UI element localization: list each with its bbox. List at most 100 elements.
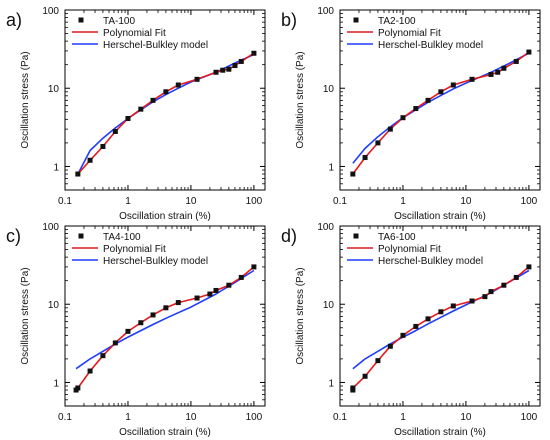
- data-point: [413, 323, 419, 329]
- legend-marker-data: [353, 233, 359, 239]
- data-point: [362, 373, 368, 379]
- data-point: [75, 385, 81, 391]
- x-tick-label: 0.1: [58, 412, 72, 423]
- polynomial-fit-line: [352, 266, 530, 390]
- data-point: [226, 66, 232, 72]
- data-point: [125, 116, 131, 122]
- data-point: [375, 358, 381, 364]
- data-point: [251, 50, 257, 56]
- x-tick-label: 100: [521, 196, 538, 207]
- y-axis-label: Oscillation stress (Pa): [295, 51, 306, 148]
- x-axis-label: Oscillation strain (%): [119, 427, 211, 438]
- data-point: [138, 106, 144, 112]
- data-point: [138, 320, 144, 326]
- data-point: [163, 89, 169, 95]
- data-point: [112, 340, 118, 346]
- herschel-bulkley-line: [77, 53, 255, 175]
- data-point: [100, 353, 106, 359]
- data-point: [425, 316, 431, 322]
- x-tick-label: 1: [125, 412, 131, 423]
- data-point: [425, 97, 431, 103]
- y-tick-label: 100: [42, 6, 59, 17]
- x-axis-label: Oscillation strain (%): [119, 211, 211, 222]
- x-tick-label: 0.1: [333, 412, 347, 423]
- data-point: [125, 328, 131, 334]
- data-point: [220, 67, 226, 73]
- data-point: [194, 295, 200, 301]
- legend-label-sample: TA4-100: [103, 232, 141, 243]
- data-point: [213, 287, 219, 293]
- data-point: [469, 76, 475, 82]
- y-tick-label: 10: [323, 300, 335, 311]
- legend-label-sample: TA2-100: [378, 16, 416, 27]
- x-tick-label: 100: [246, 196, 263, 207]
- data-point: [87, 368, 93, 374]
- x-tick-label: 1: [400, 196, 406, 207]
- data-point: [495, 69, 501, 75]
- x-tick-label: 0.1: [58, 196, 72, 207]
- y-tick-label: 10: [48, 84, 60, 95]
- chart-panel: a) 0.1 1 10 100 1 10 100 Oscillation strain (%) O…: [6, 6, 266, 222]
- panel-letter: c): [6, 226, 21, 246]
- y-axis-label: Oscillation stress (Pa): [20, 51, 31, 148]
- data-point: [213, 69, 219, 75]
- legend-marker-data: [353, 17, 359, 23]
- data-point: [482, 294, 488, 300]
- data-point: [251, 264, 257, 270]
- legend-label-hb: Herschel-Bulkley model: [378, 40, 483, 51]
- data-point: [526, 264, 532, 270]
- y-tick-label: 10: [323, 84, 335, 95]
- legend-label-polynomial: Polynomial Fit: [103, 28, 166, 39]
- legend-label-polynomial: Polynomial Fit: [378, 28, 441, 39]
- x-tick-label: 100: [246, 412, 263, 423]
- data-point: [238, 58, 244, 64]
- panel-letter: a): [6, 10, 22, 30]
- legend-marker-data: [78, 233, 84, 239]
- legend-label-sample: TA6-100: [378, 232, 416, 243]
- herschel-bulkley-line: [75, 269, 255, 370]
- legend-label-polynomial: Polynomial Fit: [103, 244, 166, 255]
- chart-panel: b) 0.1 1 10 100 1 10 100 Oscillation strain (%) O…: [281, 6, 541, 222]
- data-point: [469, 298, 475, 304]
- data-point: [488, 71, 494, 77]
- x-tick-label: 1: [400, 412, 406, 423]
- y-tick-label: 1: [328, 378, 334, 389]
- x-tick-label: 10: [185, 412, 197, 423]
- y-tick-label: 1: [53, 162, 59, 173]
- x-tick-label: 1: [125, 196, 131, 207]
- data-point: [226, 282, 232, 288]
- polynomial-fit-line: [77, 52, 255, 175]
- data-point: [350, 171, 356, 177]
- data-point: [194, 76, 200, 82]
- data-point: [413, 106, 419, 112]
- data-point: [150, 97, 156, 103]
- data-point: [350, 385, 356, 391]
- y-axis-label: Oscillation stress (Pa): [20, 267, 31, 364]
- y-tick-label: 100: [42, 222, 59, 233]
- data-point: [387, 126, 393, 132]
- data-point: [362, 155, 368, 161]
- data-point: [232, 63, 238, 69]
- data-point: [438, 309, 444, 315]
- chart-panel: d) 0.1 1 10 100 1 10 100 Oscillation strain (%) O…: [281, 222, 541, 438]
- data-point: [238, 274, 244, 280]
- chart-panel: c) 0.1 1 10 100 1 10 100 Oscillation strain (%) O…: [6, 222, 266, 438]
- data-point: [175, 300, 181, 306]
- x-axis-label: Oscillation strain (%): [394, 211, 486, 222]
- data-point: [375, 140, 381, 146]
- x-tick-label: 10: [460, 412, 472, 423]
- y-axis-label: Oscillation stress (Pa): [295, 267, 306, 364]
- legend-label-polynomial: Polynomial Fit: [378, 244, 441, 255]
- data-point: [87, 157, 93, 163]
- data-point: [438, 89, 444, 95]
- legend-marker-data: [78, 17, 84, 23]
- legend-label-hb: Herschel-Bulkley model: [103, 256, 208, 267]
- polynomial-fit-line: [75, 266, 255, 391]
- y-tick-label: 10: [48, 300, 60, 311]
- legend-label-sample: TA-100: [103, 16, 135, 27]
- y-tick-label: 100: [317, 6, 334, 17]
- data-point: [513, 58, 519, 64]
- data-point: [100, 143, 106, 149]
